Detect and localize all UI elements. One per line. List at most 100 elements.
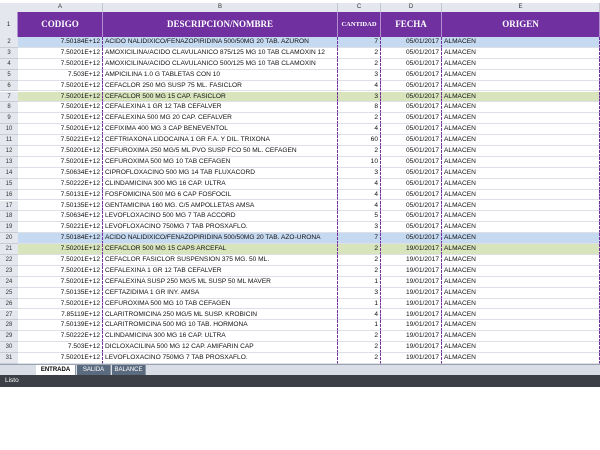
row-number[interactable]: 26 bbox=[0, 298, 18, 310]
column-letter[interactable]: C bbox=[338, 3, 381, 12]
cell[interactable]: ALMACEN bbox=[442, 353, 600, 364]
cell[interactable]: CLARITROMICINA 500 MG 10 TAB. HORMONA bbox=[103, 320, 338, 332]
cell[interactable]: 7.50201E+12 bbox=[18, 91, 103, 103]
cell[interactable]: LEVOFLOXACINO 750MG 7 TAB PROSXAFLO. bbox=[103, 222, 338, 234]
cell[interactable]: 2 bbox=[338, 244, 381, 255]
cell[interactable]: ALMACEN bbox=[442, 178, 600, 190]
row-number[interactable]: 2 bbox=[0, 37, 18, 48]
cell[interactable]: 05/01/2017 bbox=[381, 167, 442, 179]
cell[interactable]: 05/01/2017 bbox=[381, 47, 442, 59]
cell[interactable]: ALMACEN bbox=[442, 342, 600, 354]
row-number[interactable]: 25 bbox=[0, 287, 18, 299]
cell[interactable]: 7.85119E+12 bbox=[18, 309, 103, 321]
row-number[interactable]: 30 bbox=[0, 342, 18, 354]
cell[interactable]: 4 bbox=[338, 124, 381, 136]
cell[interactable]: 2 bbox=[338, 146, 381, 157]
cell[interactable]: ALMACEN bbox=[442, 255, 600, 266]
cell[interactable]: 19/01/2017 bbox=[381, 287, 442, 299]
row-number[interactable]: 17 bbox=[0, 200, 18, 212]
row-number[interactable]: 22 bbox=[0, 255, 18, 266]
row-number[interactable]: 1 bbox=[0, 12, 18, 37]
cell[interactable]: 1 bbox=[338, 320, 381, 332]
cell[interactable]: 7 bbox=[338, 233, 381, 245]
row-number[interactable]: 14 bbox=[0, 167, 18, 179]
cell[interactable]: CEFUROXIMA 250 MG/5 ML PVO SUSP FCO 50 M… bbox=[103, 146, 338, 157]
cell[interactable]: 2 bbox=[338, 58, 381, 70]
cell[interactable]: 8 bbox=[338, 102, 381, 114]
cell[interactable]: AMOXICILINA/ACIDO CLAVULANICO 500/125 MG… bbox=[103, 58, 338, 70]
cell[interactable]: ALMACEN bbox=[442, 331, 600, 343]
row-number[interactable]: 24 bbox=[0, 276, 18, 288]
cell[interactable]: CEFACLOR 500 MG 15 CAP. FASICLOR bbox=[103, 91, 338, 103]
cell[interactable]: 7.50135E+12 bbox=[18, 287, 103, 299]
cell[interactable]: 60 bbox=[338, 135, 381, 146]
cell[interactable]: LEVOFLOXACINO 750MG 7 TAB PROSXAFLO. bbox=[103, 353, 338, 364]
cell[interactable]: 4 bbox=[338, 189, 381, 201]
cell[interactable]: 2 bbox=[338, 265, 381, 277]
cell[interactable]: 7.503E+12 bbox=[18, 342, 103, 354]
cell[interactable]: ALMACEN bbox=[442, 91, 600, 103]
cell[interactable]: 7.50201E+12 bbox=[18, 80, 103, 92]
row-number[interactable]: 11 bbox=[0, 135, 18, 146]
cell[interactable]: DICLOXACILINA 500 MG 12 CAP. AMIFARIN CA… bbox=[103, 342, 338, 354]
column-letter[interactable]: B bbox=[103, 3, 338, 12]
cell[interactable]: 3 bbox=[338, 69, 381, 81]
cell[interactable]: 7.50201E+12 bbox=[18, 244, 103, 255]
cell[interactable]: 7.50201E+12 bbox=[18, 298, 103, 310]
cell[interactable]: 7.503E+12 bbox=[18, 69, 103, 81]
cell[interactable]: 19/01/2017 bbox=[381, 298, 442, 310]
cell[interactable]: ALMACEN bbox=[442, 124, 600, 136]
cell[interactable]: 2 bbox=[338, 342, 381, 354]
row-number[interactable]: 18 bbox=[0, 211, 18, 223]
cell[interactable]: 05/01/2017 bbox=[381, 189, 442, 201]
row-number[interactable]: 7 bbox=[0, 91, 18, 103]
sheet-tab[interactable]: ENTRADA bbox=[36, 365, 76, 375]
cell[interactable]: ALMACEN bbox=[442, 80, 600, 92]
cell[interactable]: ALMACEN bbox=[442, 113, 600, 125]
cell[interactable]: 7.50201E+12 bbox=[18, 113, 103, 125]
cell[interactable]: 2 bbox=[338, 47, 381, 59]
cell[interactable]: 05/01/2017 bbox=[381, 37, 442, 48]
cell[interactable]: AMPICILINA 1.0 G TABLETAS CON 10 bbox=[103, 69, 338, 81]
row-number[interactable]: 8 bbox=[0, 102, 18, 114]
row-number[interactable]: 9 bbox=[0, 113, 18, 125]
cell[interactable]: ALMACEN bbox=[442, 47, 600, 59]
row-number[interactable]: 20 bbox=[0, 233, 18, 245]
column-letter[interactable]: E bbox=[442, 3, 600, 12]
cell[interactable]: 7.50131E+12 bbox=[18, 189, 103, 201]
cell[interactable]: 7.50201E+12 bbox=[18, 47, 103, 59]
column-letter[interactable]: D bbox=[381, 3, 442, 12]
cell[interactable]: 05/01/2017 bbox=[381, 233, 442, 245]
row-number[interactable]: 21 bbox=[0, 244, 18, 255]
row-number[interactable]: 16 bbox=[0, 189, 18, 201]
cell[interactable]: 7.50184E+12 bbox=[18, 37, 103, 48]
row-number[interactable]: 3 bbox=[0, 47, 18, 59]
cell[interactable]: CEFUROXIMA 500 MG 10 TAB CEFAGEN bbox=[103, 156, 338, 168]
cell[interactable]: 7.50634E+12 bbox=[18, 211, 103, 223]
cell[interactable]: CEFALEXINA 1 GR 12 TAB CEFALVER bbox=[103, 102, 338, 114]
row-number[interactable]: 12 bbox=[0, 146, 18, 157]
cell[interactable]: 7.50634E+12 bbox=[18, 167, 103, 179]
row-number[interactable]: 4 bbox=[0, 58, 18, 70]
cell[interactable]: 05/01/2017 bbox=[381, 58, 442, 70]
row-number[interactable]: 28 bbox=[0, 320, 18, 332]
cell[interactable]: 19/01/2017 bbox=[381, 353, 442, 364]
cell[interactable]: 05/01/2017 bbox=[381, 124, 442, 136]
cell[interactable]: ACIDO NALIDIXICO/FENAZOPIRIDINA 500/50MG… bbox=[103, 233, 338, 245]
cell[interactable]: 4 bbox=[338, 80, 381, 92]
cell[interactable]: ALMACEN bbox=[442, 37, 600, 48]
cell[interactable]: 7.50201E+12 bbox=[18, 58, 103, 70]
cell[interactable]: 2 bbox=[338, 255, 381, 266]
cell[interactable]: 3 bbox=[338, 91, 381, 103]
cell[interactable]: ALMACEN bbox=[442, 167, 600, 179]
cell[interactable]: AMOXICILINA/ACIDO CLAVULANICO 875/125 MG… bbox=[103, 47, 338, 59]
cell[interactable]: 05/01/2017 bbox=[381, 91, 442, 103]
cell[interactable]: 2 bbox=[338, 113, 381, 125]
cell[interactable]: 7.50201E+12 bbox=[18, 146, 103, 157]
cell[interactable]: 19/01/2017 bbox=[381, 255, 442, 266]
cell[interactable]: 3 bbox=[338, 167, 381, 179]
cell[interactable]: 7.50222E+12 bbox=[18, 178, 103, 190]
cell[interactable]: ALMACEN bbox=[442, 156, 600, 168]
cell[interactable]: 05/01/2017 bbox=[381, 200, 442, 212]
cell[interactable]: 7.50221E+12 bbox=[18, 222, 103, 234]
